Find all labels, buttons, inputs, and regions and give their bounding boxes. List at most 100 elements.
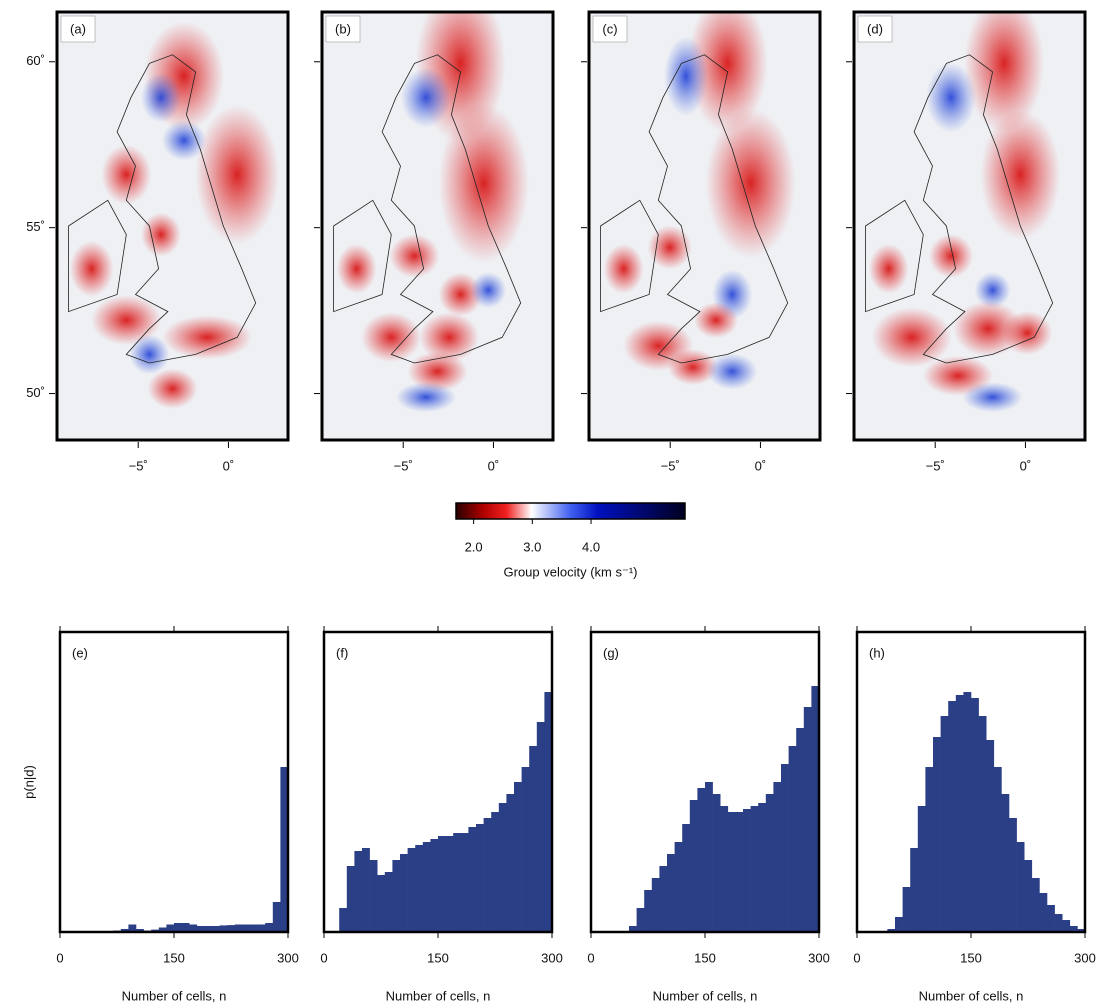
colorbar-tick-label: 3.0 <box>523 539 541 554</box>
histogram-bar <box>453 833 461 932</box>
x-axis-label: Number of cells, n <box>122 988 227 1003</box>
histogram-bar <box>781 764 789 932</box>
histogram-bar <box>392 860 400 932</box>
histogram-bar <box>644 890 652 932</box>
velocity-anomaly <box>872 307 952 367</box>
histogram-bar <box>979 716 987 932</box>
x-tick-label: −5˚ <box>394 458 413 473</box>
histogram-bar <box>766 794 774 932</box>
histogram-bar <box>362 848 370 932</box>
velocity-anomaly <box>706 108 796 258</box>
histogram-bar <box>751 806 759 932</box>
x-tick-label: 150 <box>427 950 449 965</box>
map-field <box>589 0 820 440</box>
histogram-bar <box>986 740 994 932</box>
x-tick-label: 300 <box>808 950 830 965</box>
histogram-bar <box>1039 893 1047 932</box>
histogram-bar <box>1047 905 1055 932</box>
histogram-bar <box>918 806 926 932</box>
x-axis-label: Number of cells, n <box>919 988 1024 1003</box>
velocity-anomaly <box>70 241 114 297</box>
panel-label: (a) <box>70 21 86 36</box>
histogram-bar <box>963 692 971 932</box>
velocity-anomaly <box>648 225 692 269</box>
x-tick-label: 0 <box>320 950 327 965</box>
x-tick-label: 150 <box>163 950 185 965</box>
x-tick-label: 300 <box>1074 950 1096 965</box>
velocity-anomaly <box>470 272 506 308</box>
histogram-bar <box>491 812 499 932</box>
panel-label: (c) <box>602 21 617 36</box>
histogram-bar <box>804 707 812 932</box>
histogram-bar <box>385 872 393 932</box>
histogram-bar <box>948 701 956 932</box>
histogram-bar <box>522 767 530 932</box>
histogram-bar <box>265 923 273 932</box>
map-field <box>57 12 288 440</box>
y-tick-label: 50˚ <box>26 385 45 400</box>
histogram-bar <box>713 794 721 932</box>
histogram-bar <box>735 812 743 932</box>
velocity-anomaly <box>604 244 644 294</box>
velocity-anomaly <box>963 382 1023 412</box>
histogram-bar <box>743 809 751 932</box>
colorbar-label: Group velocity (km s⁻¹) <box>504 564 638 579</box>
histogram-bar <box>789 746 797 932</box>
histogram-bar <box>1009 818 1017 932</box>
histogram-bar <box>773 782 781 932</box>
velocity-anomaly <box>694 302 738 338</box>
histogram-bar <box>637 908 645 932</box>
histogram-bar <box>659 866 667 932</box>
histogram-bar <box>758 803 766 932</box>
x-axis-label: Number of cells, n <box>386 988 491 1003</box>
x-tick-label: 150 <box>960 950 982 965</box>
velocity-anomaly <box>141 213 181 257</box>
histogram-bar <box>529 746 537 932</box>
histogram-bar <box>476 824 484 932</box>
histogram-bar <box>933 737 941 932</box>
histogram-bar <box>1017 842 1025 932</box>
y-axis-label: p(n|d) <box>21 765 36 799</box>
x-tick-label: 300 <box>541 950 563 965</box>
velocity-anomaly <box>926 63 976 133</box>
histogram-bar <box>690 800 698 932</box>
x-tick-label: 0˚ <box>488 458 500 473</box>
histogram-bar <box>499 803 507 932</box>
velocity-anomaly <box>929 234 973 278</box>
histogram-bar <box>174 923 182 932</box>
histogram-bar <box>895 917 903 932</box>
x-tick-label: 300 <box>277 950 299 965</box>
histogram-bar <box>339 908 347 932</box>
histogram-bar <box>682 824 690 932</box>
histogram-bar <box>182 923 190 932</box>
figure: (a)−5˚0˚50˚55˚60˚(b)−5˚0˚(c)−5˚0˚(d)−5˚0… <box>0 0 1099 1007</box>
velocity-anomaly <box>148 369 198 409</box>
x-tick-label: −5˚ <box>926 458 945 473</box>
histogram-bar <box>408 848 416 932</box>
histogram-bar <box>796 728 804 932</box>
x-tick-label: 0˚ <box>1020 458 1032 473</box>
histogram-bar <box>697 788 705 932</box>
map-field <box>854 0 1085 440</box>
histogram-bar <box>994 767 1002 932</box>
histogram-bar <box>910 848 918 932</box>
histogram-bar <box>971 698 979 932</box>
histogram-bar <box>1062 920 1070 932</box>
histogram-bar <box>667 854 675 932</box>
velocity-anomaly <box>980 110 1060 240</box>
x-tick-label: 0˚ <box>223 458 235 473</box>
colorbar <box>456 503 685 519</box>
histogram-bar <box>903 887 911 932</box>
velocity-anomaly <box>101 145 151 205</box>
histogram-bar <box>941 716 949 932</box>
velocity-anomaly <box>869 244 909 294</box>
histogram-bar <box>506 794 514 932</box>
x-tick-label: 0 <box>853 950 860 965</box>
velocity-anomaly <box>389 234 439 278</box>
histogram-bar <box>925 767 933 932</box>
x-axis-label: Number of cells, n <box>653 988 758 1003</box>
histogram-bar <box>720 806 728 932</box>
histogram-bar <box>652 878 660 932</box>
histogram-bar <box>675 842 683 932</box>
histogram-bar <box>514 782 522 932</box>
